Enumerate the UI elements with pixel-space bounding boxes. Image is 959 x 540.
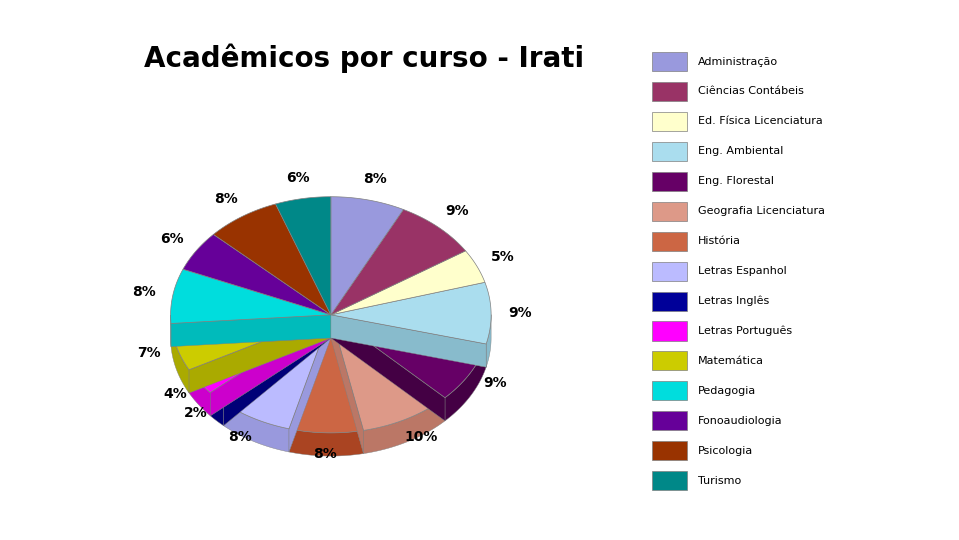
FancyBboxPatch shape <box>652 411 687 430</box>
Polygon shape <box>210 315 331 402</box>
Text: 5%: 5% <box>491 250 515 264</box>
Text: Ciências Contábeis: Ciências Contábeis <box>698 86 804 97</box>
Text: Psicologia: Psicologia <box>698 446 754 456</box>
Text: 8%: 8% <box>363 172 386 186</box>
Polygon shape <box>331 315 363 454</box>
Polygon shape <box>223 315 331 426</box>
FancyBboxPatch shape <box>652 142 687 161</box>
Polygon shape <box>189 370 210 416</box>
Text: 4%: 4% <box>163 387 187 401</box>
Text: Fonoaudiologia: Fonoaudiologia <box>698 416 783 426</box>
Text: Letras Espanhol: Letras Espanhol <box>698 266 787 276</box>
Text: 8%: 8% <box>314 447 338 461</box>
FancyBboxPatch shape <box>652 292 687 310</box>
Polygon shape <box>331 210 465 315</box>
Text: Letras Inglês: Letras Inglês <box>698 296 769 306</box>
Polygon shape <box>275 197 331 315</box>
FancyBboxPatch shape <box>652 202 687 221</box>
Polygon shape <box>223 315 331 426</box>
Polygon shape <box>214 204 331 315</box>
Polygon shape <box>210 315 331 416</box>
Text: Administração: Administração <box>698 57 779 66</box>
FancyBboxPatch shape <box>652 381 687 400</box>
Polygon shape <box>331 315 486 367</box>
Text: Ed. Física Licenciatura: Ed. Física Licenciatura <box>698 117 823 126</box>
Polygon shape <box>189 315 331 393</box>
Text: Eng. Ambiental: Eng. Ambiental <box>698 146 784 157</box>
Polygon shape <box>445 344 486 421</box>
Polygon shape <box>223 402 289 452</box>
Text: 8%: 8% <box>228 430 252 444</box>
Text: 8%: 8% <box>214 192 238 206</box>
Polygon shape <box>171 315 331 347</box>
Text: 9%: 9% <box>483 376 507 390</box>
Text: 9%: 9% <box>508 306 531 320</box>
Text: 2%: 2% <box>184 406 208 420</box>
Polygon shape <box>331 315 445 421</box>
Polygon shape <box>331 315 445 421</box>
Polygon shape <box>331 251 485 315</box>
FancyBboxPatch shape <box>652 321 687 341</box>
Polygon shape <box>171 269 331 323</box>
FancyBboxPatch shape <box>652 261 687 281</box>
Polygon shape <box>331 315 363 454</box>
Polygon shape <box>189 315 331 393</box>
Polygon shape <box>171 315 331 370</box>
Polygon shape <box>363 397 445 454</box>
FancyBboxPatch shape <box>652 112 687 131</box>
Text: Letras Português: Letras Português <box>698 326 792 336</box>
FancyBboxPatch shape <box>652 471 687 490</box>
FancyBboxPatch shape <box>652 232 687 251</box>
Polygon shape <box>331 315 445 430</box>
Text: 6%: 6% <box>160 232 184 246</box>
Polygon shape <box>289 315 331 452</box>
Polygon shape <box>210 393 223 426</box>
Text: 6%: 6% <box>286 171 310 185</box>
Polygon shape <box>331 315 486 367</box>
Polygon shape <box>223 315 331 429</box>
Text: 9%: 9% <box>446 204 469 218</box>
Polygon shape <box>210 315 331 416</box>
Polygon shape <box>331 315 486 397</box>
Text: 10%: 10% <box>405 430 438 444</box>
Polygon shape <box>189 315 331 393</box>
FancyBboxPatch shape <box>652 441 687 460</box>
Text: Acadêmicos por curso - Irati: Acadêmicos por curso - Irati <box>145 43 584 73</box>
Text: Eng. Florestal: Eng. Florestal <box>698 177 774 186</box>
Text: 8%: 8% <box>132 286 156 299</box>
Polygon shape <box>171 323 189 393</box>
Polygon shape <box>331 197 404 315</box>
Polygon shape <box>486 315 491 367</box>
Text: 7%: 7% <box>137 346 161 360</box>
FancyBboxPatch shape <box>652 352 687 370</box>
Text: História: História <box>698 236 741 246</box>
Polygon shape <box>289 429 363 456</box>
Text: Pedagogia: Pedagogia <box>698 386 757 396</box>
Polygon shape <box>171 315 331 347</box>
Text: Geografia Licenciatura: Geografia Licenciatura <box>698 206 825 216</box>
Text: Matemática: Matemática <box>698 356 764 366</box>
Polygon shape <box>183 234 331 315</box>
Polygon shape <box>289 315 363 433</box>
FancyBboxPatch shape <box>652 82 687 101</box>
Text: Turismo: Turismo <box>698 476 741 485</box>
FancyBboxPatch shape <box>652 172 687 191</box>
FancyBboxPatch shape <box>652 52 687 71</box>
Polygon shape <box>331 282 491 344</box>
Polygon shape <box>289 315 331 452</box>
